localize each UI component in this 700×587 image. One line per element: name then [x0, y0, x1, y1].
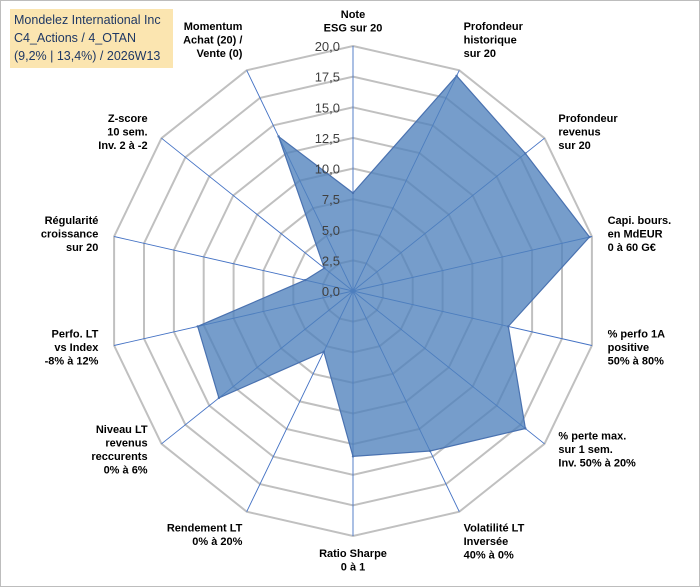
radar-tick-labels: 0,0 2,5 5,0 7,5 10,0 12,5 15,0 17,5 20,0: [315, 39, 340, 299]
data-point-11: [196, 325, 199, 328]
data-point-4: [588, 235, 591, 239]
axis-label-1: Note ESG sur 20: [324, 9, 383, 35]
axis-label-8: Ratio Sharpe 0 à 1: [319, 548, 387, 574]
tick-label: 2,5: [322, 253, 340, 268]
radar-series: [196, 74, 591, 458]
axis-label-4: Capi. bours. en MdEUR 0 à 60 G€: [608, 215, 672, 254]
tick-label: 17,5: [315, 70, 340, 85]
axis-label-6: % perte max. sur 1 sem. Inv. 50% à 20%: [558, 431, 636, 470]
axis-label-13: Z-score 10 sem. Inv. 2 à -2: [98, 113, 147, 152]
data-point-10: [217, 396, 221, 400]
portfolio-path: C4_Actions / 4_OTAN: [14, 31, 137, 45]
axis-label-7: Volatilité LT Inversée 40% à 0%: [464, 523, 525, 562]
spoke-13: [161, 137, 354, 292]
axis-label-3: Profondeur revenus sur 20: [558, 113, 618, 152]
tick-label: 5,0: [322, 223, 340, 238]
axis-label-12: Régularité croissance sur 20: [41, 215, 98, 254]
tick-label: 0,0: [322, 284, 340, 299]
axis-label-10: Niveau LT revenus reccurents 0% à 6%: [91, 424, 148, 477]
radar-axis-labels: Note ESG sur 20 Profondeur historique sur 20…: [41, 9, 671, 574]
tick-label: 7,5: [322, 192, 340, 207]
chart-title-box: Mondelez International Inc C4_Actions / …: [10, 9, 173, 68]
series-area: [196, 74, 591, 458]
company-name: Mondelez International Inc: [14, 13, 161, 27]
data-point-5: [507, 325, 510, 328]
data-point-2: [455, 74, 458, 78]
axis-label-11: Perfo. LT vs Index -8% à 12%: [45, 329, 100, 368]
data-point-7: [428, 449, 432, 453]
data-point-9: [322, 350, 325, 353]
data-point-3: [524, 152, 527, 155]
data-point-8: [351, 455, 355, 458]
data-point-1: [351, 191, 355, 195]
tick-label: 10,0: [315, 162, 340, 177]
data-point-13: [323, 266, 326, 270]
data-point-14: [277, 135, 280, 138]
axis-label-14: Momentum Achat (20) / Vente (0): [183, 21, 243, 60]
tick-label: 20,0: [315, 39, 340, 54]
data-point-12: [304, 278, 307, 282]
data-point-6: [524, 427, 527, 430]
axis-label-2: Profondeur historique sur 20: [464, 21, 524, 60]
tick-label: 15,0: [315, 100, 340, 115]
axis-label-9: Rendement LT 0% à 20%: [167, 523, 243, 549]
axis-label-5: % perfo 1A positive 50% à 80%: [608, 329, 666, 368]
score-summary: (9,2% | 13,4%) / 2026W13: [14, 49, 161, 63]
tick-label: 12,5: [315, 131, 340, 146]
